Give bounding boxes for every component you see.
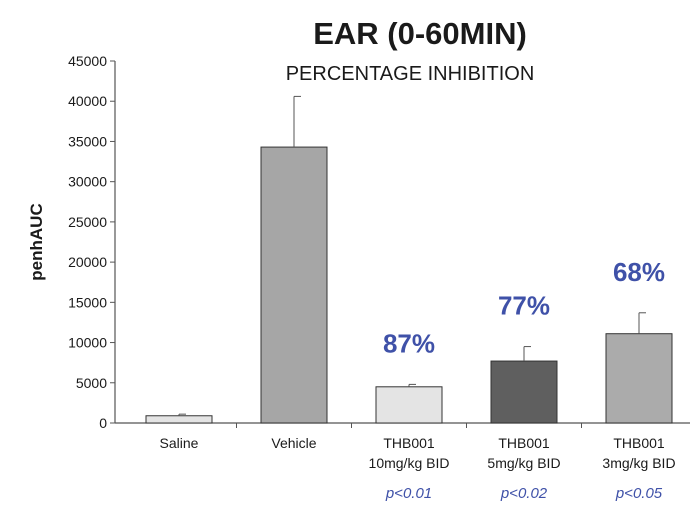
y-tick-label: 40000 [68,93,107,109]
x-tick-label: 5mg/kg BID [487,455,560,471]
x-tick-label: THB001 [498,435,550,451]
chart-subtitle: PERCENTAGE INHIBITION [286,63,535,85]
y-tick-label: 30000 [68,174,107,190]
y-tick-label: 35000 [68,133,107,149]
y-tick-label: 10000 [68,335,107,351]
chart-title: EAR (0-60MIN) [313,16,527,51]
inhibition-label: 77% [498,291,550,321]
p-value-label: p<0.01 [385,485,432,502]
x-tick-label: 10mg/kg BID [369,455,450,471]
x-tick-label: Vehicle [271,435,316,451]
x-tick-label: 3mg/kg BID [602,455,675,471]
y-axis-label: penhAUC [27,203,46,280]
inhibition-label: 68% [613,257,665,287]
y-tick-label: 0 [99,415,107,431]
x-tick-label: THB001 [613,435,665,451]
plot-area: 45000 40000 35000 30000 25000 20000 15000 10000… [68,53,690,502]
y-tick-label: 20000 [68,254,107,270]
x-tick-label: Saline [160,435,199,451]
p-value-label: p<0.05 [615,485,663,502]
y-tick-label: 5000 [76,375,107,391]
x-tick-label: THB001 [383,435,435,451]
y-tick-label: 25000 [68,214,107,230]
bar [490,360,558,424]
p-value-label: p<0.02 [500,485,548,502]
inhibition-label: 87% [383,328,435,358]
bar [605,333,673,424]
bar [145,415,213,424]
y-tick-label: 15000 [68,294,107,310]
bar [375,386,443,424]
bar [260,146,328,424]
y-tick-label: 45000 [68,53,107,69]
